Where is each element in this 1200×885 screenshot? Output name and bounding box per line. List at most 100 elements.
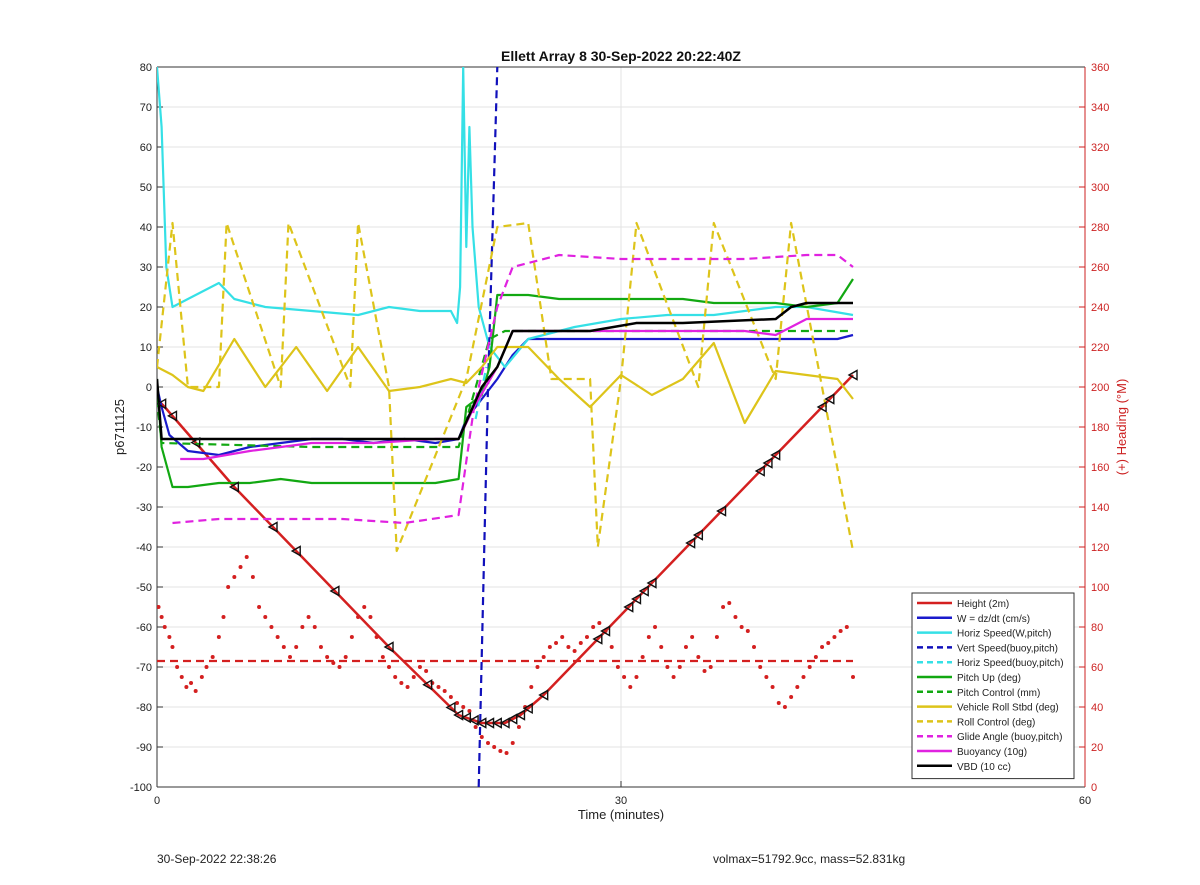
heading-point	[356, 615, 361, 619]
heading-point	[789, 695, 794, 699]
height-marker	[600, 625, 611, 637]
height-marker	[592, 633, 603, 645]
heading-point	[436, 685, 441, 689]
heading-point	[690, 635, 695, 639]
heading-point	[455, 701, 460, 705]
right-tick-label: 80	[1091, 622, 1103, 634]
x-tick-label: 30	[615, 795, 627, 807]
heading-point	[250, 575, 255, 579]
heading-point	[646, 635, 651, 639]
heading-point	[485, 741, 490, 745]
legend-label-vbd-10-cc: VBD (10 cc)	[957, 762, 1011, 773]
heading-point	[387, 665, 391, 669]
footer-vehicle-params: volmax=51792.9cc, mass=52.831kg	[713, 852, 906, 866]
legend-label-buoyancy-10g: Buoyancy (10g)	[957, 747, 1027, 758]
height-marker	[383, 641, 394, 653]
height-marker	[847, 369, 858, 381]
height-marker	[623, 601, 634, 613]
height-marker	[631, 593, 642, 605]
heading-point	[405, 685, 410, 689]
heading-point	[708, 665, 713, 669]
heading-point	[448, 695, 453, 699]
x-tick-label: 0	[154, 795, 160, 807]
heading-point	[374, 635, 379, 639]
right-tick-label: 160	[1091, 462, 1109, 474]
right-tick-label: 120	[1091, 542, 1109, 554]
heading-point	[844, 625, 849, 629]
height-marker	[190, 436, 201, 449]
heading-point	[417, 665, 422, 669]
legend-label-horiz-speed-buoy-pitch: Horiz Speed(buoy,pitch)	[957, 658, 1064, 669]
series-line-vbd-10-cc	[157, 301, 853, 441]
right-tick-label: 0	[1091, 782, 1097, 794]
heading-point	[288, 655, 293, 659]
heading-point	[733, 615, 738, 619]
y-tick-label: -10	[136, 422, 152, 434]
heading-point	[498, 749, 503, 753]
y-tick-label: 60	[140, 142, 152, 154]
heading-point	[368, 615, 373, 619]
heading-point	[189, 681, 194, 685]
height-marker	[754, 465, 765, 477]
legend-label-pitch-control-mm: Pitch Control (mm)	[957, 688, 1040, 699]
height-marker	[422, 679, 433, 691]
heading-point	[597, 621, 602, 625]
heading-point	[659, 645, 664, 649]
y-tick-label: -30	[136, 502, 152, 514]
heading-point	[269, 625, 274, 629]
heading-point	[529, 685, 534, 689]
series-line-horiz-speed-w-pitch	[157, 67, 854, 369]
y-tick-label: -50	[136, 582, 152, 594]
legend-label-w-dz-dt-cm-s: W = dz/dt (cm/s)	[957, 614, 1030, 625]
heading-point	[221, 615, 226, 619]
legend-label-roll-control-deg: Roll Control (deg)	[957, 717, 1035, 728]
heading-point	[157, 605, 161, 609]
heading-point	[300, 625, 305, 629]
right-tick-label: 360	[1091, 62, 1109, 74]
heading-point	[504, 751, 509, 755]
heading-point	[665, 665, 670, 669]
heading-point	[554, 641, 559, 645]
legend-label-horiz-speed-w-pitch: Horiz Speed(W,pitch)	[957, 629, 1051, 640]
height-marker	[515, 709, 526, 721]
right-tick-label: 320	[1091, 142, 1109, 154]
heading-point	[492, 745, 497, 749]
heading-point	[634, 675, 639, 679]
series-line-w-dz-dt-cm-s	[157, 333, 854, 457]
heading-point	[238, 565, 243, 569]
right-tick-label: 100	[1091, 582, 1109, 594]
heading-point	[479, 735, 484, 739]
right-tick-label: 140	[1091, 502, 1109, 514]
heading-point	[745, 629, 750, 633]
heading-point	[714, 635, 719, 639]
heading-point	[813, 655, 818, 659]
y-tick-label: -70	[136, 662, 152, 674]
right-tick-label: 340	[1091, 102, 1109, 114]
y-tick-label: 80	[140, 62, 152, 74]
right-tick-label: 260	[1091, 262, 1109, 274]
series-line-pitch-control-mm	[157, 329, 853, 449]
right-tick-label: 200	[1091, 382, 1109, 394]
heading-point	[380, 655, 385, 659]
right-axis-label: (+) Heading (°M)	[1114, 379, 1129, 476]
heading-point	[739, 625, 744, 629]
y-tick-label: 0	[146, 382, 152, 394]
legend-label-vehicle-roll-stbd-deg: Vehicle Roll Stbd (deg)	[957, 703, 1059, 714]
series-line-vert-speed-buoy-pitch	[477, 67, 499, 787]
heading-point	[516, 725, 521, 729]
y-axis-label: p6711125	[112, 399, 127, 455]
height-marker	[468, 714, 479, 727]
heading-point	[615, 665, 620, 669]
heading-point	[263, 615, 268, 619]
heading-point	[210, 655, 215, 659]
heading-point	[184, 685, 189, 689]
heading-point	[807, 665, 812, 669]
heading-point	[801, 675, 806, 679]
heading-point	[683, 645, 688, 649]
series-line-glide-angle-buoy-pitch	[172, 253, 854, 525]
heading-point	[535, 665, 540, 669]
heading-point	[560, 635, 565, 639]
y-tick-label: 30	[140, 262, 152, 274]
y-tick-label: -90	[136, 742, 152, 754]
heading-point	[281, 645, 286, 649]
